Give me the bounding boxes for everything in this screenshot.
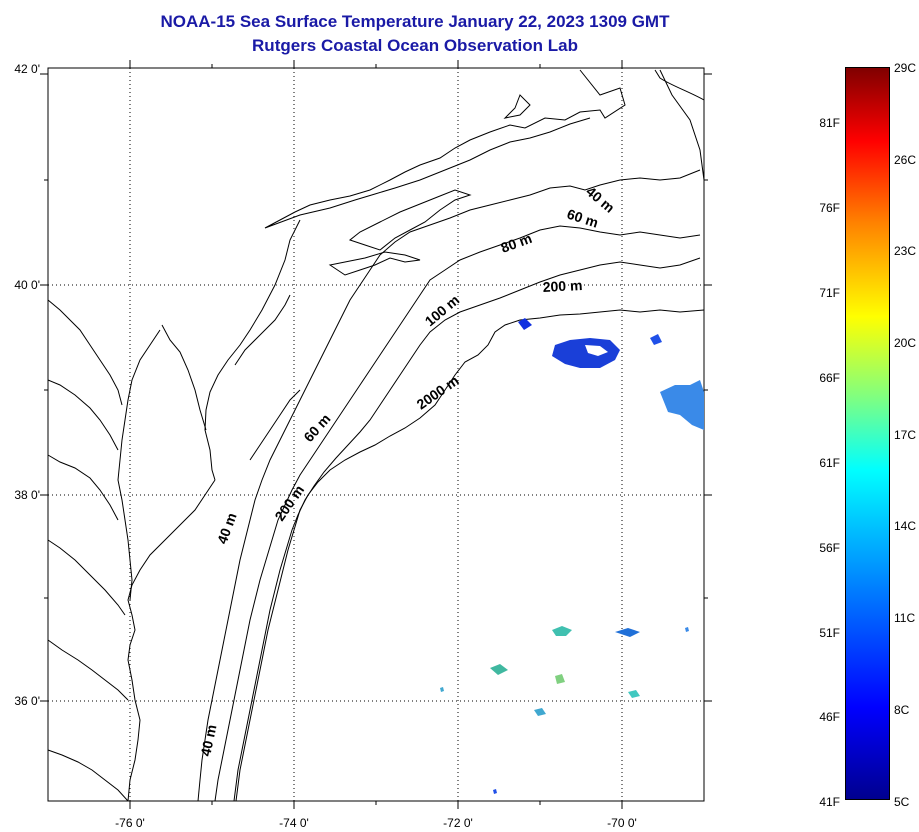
map-title: NOAA-15 Sea Surface Temperature January …: [160, 12, 670, 31]
colorbar-f-label: 71F: [819, 286, 840, 300]
lon-label: -76 0': [115, 816, 145, 830]
lat-label: 40 0': [14, 278, 40, 292]
sst-data-patches: [440, 318, 704, 794]
colorbar-f-label: 56F: [819, 541, 840, 555]
map-subtitle: Rutgers Coastal Ocean Observation Lab: [252, 36, 578, 55]
colorbar-c-label: 26C: [894, 153, 917, 167]
lat-label: 42 0': [14, 62, 40, 76]
colorbar-c-label: 23C: [894, 244, 917, 258]
depth-label: 100 m: [422, 292, 463, 330]
depth-label: 40 m: [197, 723, 219, 758]
colorbar-f-label: 46F: [819, 710, 840, 724]
depth-label: 80 m: [499, 230, 534, 256]
temperature-colorbar: [845, 67, 890, 800]
depth-label: 40 m: [214, 511, 240, 546]
coastline: [47, 69, 705, 802]
depth-label: 200 m: [542, 277, 582, 295]
colorbar-f-label: 66F: [819, 371, 840, 385]
colorbar-c-label: 17C: [894, 428, 917, 442]
colorbar-c-label: 8C: [894, 703, 910, 717]
depth-label: 2000 m: [414, 372, 462, 412]
map-frame: [47, 67, 705, 802]
colorbar-f-label: 81F: [819, 116, 840, 130]
colorbar-f-label: 61F: [819, 456, 840, 470]
lon-label: -70 0': [607, 816, 637, 830]
colorbar-c-label: 20C: [894, 336, 917, 350]
lon-label: -72 0': [443, 816, 473, 830]
colorbar-c-label: 29C: [894, 61, 917, 75]
depth-label: 200 m: [271, 482, 307, 524]
depth-label: 60 m: [300, 411, 333, 445]
lat-label: 38 0': [14, 488, 40, 502]
colorbar-f-label: 76F: [819, 201, 840, 215]
colorbar-c-label: 5C: [894, 795, 910, 809]
lat-label: 36 0': [14, 694, 40, 708]
colorbar-f-label: 51F: [819, 626, 840, 640]
tick-marks: [40, 60, 712, 809]
colorbar-c-label: 14C: [894, 519, 917, 533]
bathymetry-contours: [197, 169, 705, 802]
graticule: [48, 68, 704, 801]
colorbar-c-label: 11C: [894, 611, 916, 625]
lon-label: -74 0': [279, 816, 309, 830]
colorbar-f-label: 41F: [819, 795, 840, 809]
